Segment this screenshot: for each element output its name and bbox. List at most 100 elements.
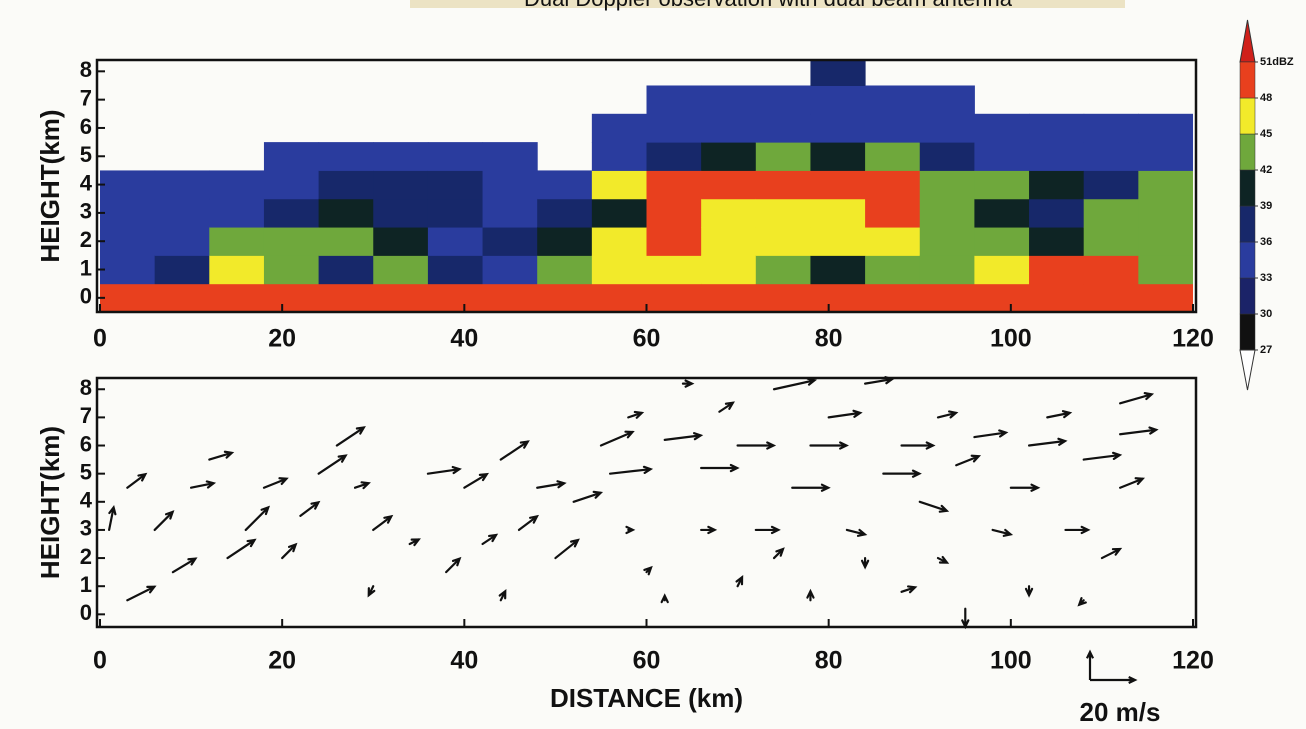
wind-vector — [189, 480, 217, 489]
wind-vector — [481, 533, 499, 546]
heat-cell — [427, 227, 484, 256]
wind-vector — [627, 410, 645, 419]
heat-cell — [263, 198, 320, 228]
heat-cell — [919, 255, 975, 285]
heat-cell — [209, 255, 265, 285]
heat-cell — [591, 142, 647, 171]
heat-cell — [755, 227, 811, 256]
x-tick-label: 20 — [268, 647, 296, 675]
heat-cell — [646, 283, 702, 312]
y-tick-label: 3 — [80, 199, 92, 224]
wind-vector — [860, 556, 870, 570]
heat-cell — [591, 113, 647, 143]
wind-vector — [991, 528, 1014, 537]
y-tick-label: 2 — [80, 227, 92, 252]
x-tick-label: 40 — [450, 325, 478, 353]
wind-vector — [625, 525, 636, 535]
heat-cell — [154, 283, 210, 312]
heat-cell — [373, 142, 429, 171]
y-tick-label: 7 — [80, 85, 92, 110]
heat-cell — [1029, 227, 1085, 256]
heat-cell — [646, 113, 702, 143]
heat-cell — [701, 198, 757, 228]
heat-cell — [865, 227, 921, 256]
wind-vector — [171, 557, 198, 574]
heat-cell — [646, 85, 702, 115]
heat-cell — [755, 113, 811, 143]
heat-cell — [100, 283, 156, 312]
x-tick-label: 0 — [93, 325, 107, 353]
y-tick-label: 8 — [80, 375, 92, 400]
colorbar-band — [1239, 61, 1256, 99]
heat-cell — [919, 227, 975, 256]
colorbar-band — [1239, 97, 1256, 135]
heat-cell — [701, 85, 757, 115]
heat-cell — [810, 283, 866, 312]
heat-cell — [646, 170, 702, 200]
heat-cell — [154, 198, 210, 228]
wind-vector — [827, 409, 863, 419]
heat-cell — [591, 170, 647, 200]
wind-vector — [367, 585, 376, 598]
heat-cell — [209, 198, 265, 228]
wind-vector — [126, 472, 148, 489]
heat-cell — [701, 227, 757, 256]
heat-cell — [919, 283, 975, 312]
y-tick-label: 6 — [80, 114, 92, 139]
colorbar-band — [1239, 169, 1256, 207]
heat-cell — [591, 255, 647, 285]
heat-cell — [1029, 283, 1085, 312]
wind-vector — [1119, 426, 1159, 436]
wind-vector — [408, 538, 421, 547]
y-tick-label: 1 — [80, 572, 92, 597]
heat-cell — [919, 142, 975, 171]
wind-vector — [1077, 597, 1087, 607]
wind-vector — [1027, 437, 1068, 447]
wind-vector — [599, 430, 635, 447]
heat-cell — [373, 283, 429, 312]
wind-vector — [445, 556, 462, 574]
heat-cell — [427, 255, 484, 285]
heat-cell — [810, 60, 866, 86]
heat-cell — [427, 170, 484, 200]
heat-cell — [537, 227, 593, 256]
y-tick-label: 8 — [80, 57, 92, 82]
colorbar-label: 30 — [1260, 308, 1272, 320]
y-tick-label: 4 — [80, 170, 93, 195]
heat-cell — [263, 255, 320, 285]
wind-vector — [736, 441, 777, 450]
heatmap — [100, 60, 1193, 312]
heat-cell — [263, 283, 320, 312]
wind-vector — [791, 483, 831, 492]
heat-cell — [755, 255, 811, 285]
title-box — [410, 0, 1125, 8]
y-tick-label: 3 — [80, 516, 92, 541]
wind-vector — [1100, 547, 1123, 560]
x-axis-label: DISTANCE (km) — [550, 683, 743, 713]
heat-cell — [1083, 255, 1139, 285]
heat-cell — [865, 113, 921, 143]
heat-cell — [810, 227, 866, 256]
y-tick-label: 0 — [80, 284, 92, 309]
wind-vector — [226, 538, 257, 560]
heat-cell — [1029, 142, 1085, 171]
wind-vector — [299, 500, 321, 517]
heat-cell — [1138, 198, 1193, 228]
heat-cell — [318, 283, 374, 312]
wind-vector — [700, 525, 718, 535]
heat-cell — [482, 227, 538, 256]
wind-vector — [1024, 585, 1034, 598]
heat-cell — [865, 170, 921, 200]
heat-cell — [974, 142, 1030, 171]
heat-cell — [810, 113, 866, 143]
heat-cell — [100, 198, 156, 228]
wind-vector — [1009, 483, 1041, 492]
heat-cell — [646, 227, 702, 256]
heat-cell — [427, 283, 484, 312]
heat-cell — [701, 170, 757, 200]
heat-cell — [755, 85, 811, 115]
colorbar-label: 45 — [1260, 128, 1272, 140]
wind-vector — [1064, 525, 1091, 535]
wind-vector — [499, 440, 530, 461]
